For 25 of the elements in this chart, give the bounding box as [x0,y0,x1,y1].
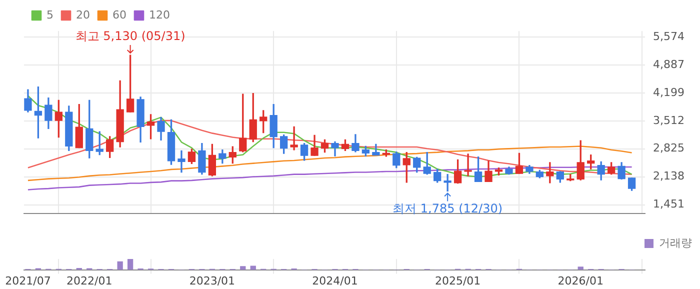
y-tick-label: 2,138 [653,170,684,183]
x-tick-label: 2021/07 [5,274,51,288]
x-tick-label: 2025/01 [434,274,481,288]
bar [127,259,134,270]
legend-label: 거래량 [659,236,692,250]
y-tick-label: 3,512 [653,114,684,127]
x-tick-label: 2026/01 [558,274,604,288]
annotation: 최고 5,130 (05/31) [75,29,186,44]
legend-label: 5 [46,8,54,22]
legend-label: 120 [148,8,170,22]
bar [117,261,123,270]
y-tick-label: 2,825 [653,142,684,155]
y-tick-label: 5,574 [653,30,684,43]
y-tick-label: 4,887 [653,58,684,71]
legend-label: 20 [76,8,90,22]
y-tick-label: 1,451 [653,198,684,211]
x-tick-label: 2022/01 [66,274,112,288]
bar [578,266,584,270]
x-tick-label: 2024/01 [312,274,358,288]
legend-label: 60 [112,8,126,22]
candlestick [464,154,472,176]
annotation: 최저 1,785 (12/30) [392,201,503,216]
bar [240,266,246,270]
x-tick-label: 2023/01 [189,274,236,288]
y-tick-label: 4,199 [653,86,684,99]
